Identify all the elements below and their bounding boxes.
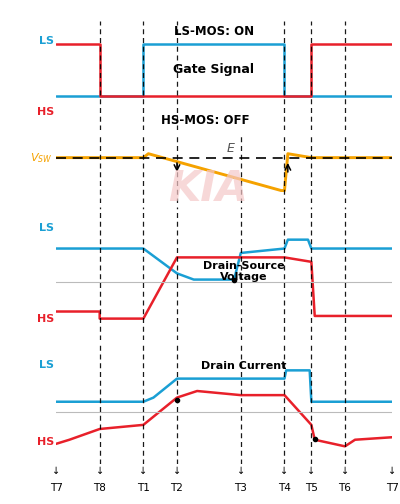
Text: ↓: ↓ [388,466,396,476]
Text: ↓: ↓ [237,466,245,476]
Text: HS: HS [37,313,54,324]
Text: Gate Signal: Gate Signal [174,64,254,77]
Text: LS: LS [39,223,54,233]
Text: ↓: ↓ [139,466,148,476]
Text: T8: T8 [93,483,106,493]
Text: HS: HS [37,106,54,116]
Text: LS: LS [39,36,54,46]
Text: Drain-Source
Voltage: Drain-Source Voltage [203,261,285,282]
Text: HS: HS [37,437,54,447]
Text: $V_{SW}$: $V_{SW}$ [30,151,53,164]
Text: KIA: KIA [168,168,248,210]
Text: ↓: ↓ [280,466,288,476]
Text: ↓: ↓ [96,466,104,476]
Text: ↓: ↓ [173,466,181,476]
Text: T2: T2 [170,483,183,493]
Text: Drain Current: Drain Current [202,361,287,371]
Text: T6: T6 [338,483,351,493]
Text: T1: T1 [137,483,150,493]
Text: T7: T7 [386,483,398,493]
Text: ↓: ↓ [341,466,349,476]
Text: T7: T7 [50,483,62,493]
Text: LS: LS [39,360,54,370]
Text: LS-MOS: ON: LS-MOS: ON [174,25,254,38]
Text: ↓: ↓ [52,466,60,476]
Text: HS-MOS: OFF: HS-MOS: OFF [161,114,250,127]
Text: T4: T4 [278,483,291,493]
Text: T5: T5 [305,483,318,493]
Text: T3: T3 [234,483,247,493]
Text: E: E [227,142,235,155]
Text: ↓: ↓ [307,466,316,476]
